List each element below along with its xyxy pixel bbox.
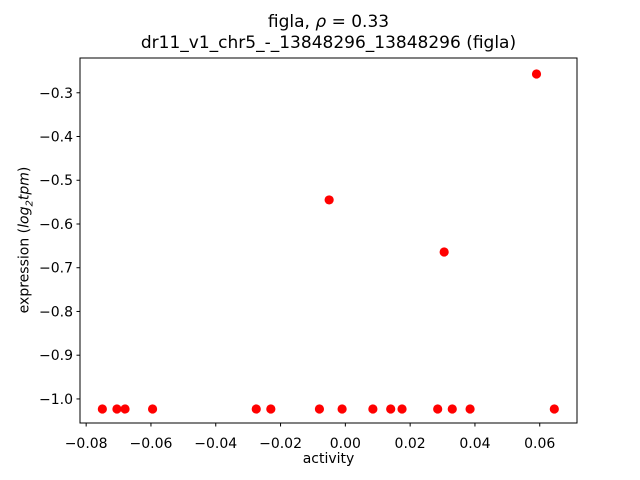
y-tick-label: −0.9 xyxy=(39,348,73,364)
x-tick-label: 0.04 xyxy=(459,436,490,452)
data-point xyxy=(531,69,542,79)
chart-title-rho: ρ xyxy=(315,12,327,32)
data-point xyxy=(447,404,457,414)
chart-subtitle: dr11_v1_chr5_-_13848296_13848296 (figla) xyxy=(140,33,517,53)
x-tick-label: 0.06 xyxy=(524,436,555,452)
x-tick-label: −0.08 xyxy=(65,436,108,452)
y-tick-label: −0.4 xyxy=(39,130,73,146)
plot-frame xyxy=(79,57,578,424)
x-tick-label: 0.00 xyxy=(330,436,361,452)
chart-title-text: figla, xyxy=(267,12,316,32)
x-tick-label: −0.02 xyxy=(259,436,302,452)
data-point xyxy=(112,404,122,414)
data-point xyxy=(97,404,107,414)
x-axis-label: activity xyxy=(302,451,355,467)
chart-title: figla, ρ = 0.33 xyxy=(80,12,577,33)
data-point xyxy=(433,404,443,414)
y-tick-label: −0.3 xyxy=(39,86,73,102)
data-point xyxy=(266,404,276,414)
y-tick-label: −0.5 xyxy=(39,173,73,189)
data-point xyxy=(549,404,559,414)
data-point xyxy=(465,404,475,414)
y-tick-label: −0.7 xyxy=(39,261,73,277)
data-point xyxy=(397,404,407,414)
chart-title-value: = 0.33 xyxy=(326,12,390,32)
data-point xyxy=(147,404,158,414)
data-point xyxy=(120,404,130,414)
x-tick-label: −0.06 xyxy=(130,436,173,452)
y-tick-label: −1.0 xyxy=(39,392,73,408)
data-point xyxy=(324,195,334,205)
data-point xyxy=(314,404,325,414)
y-tick-label: −0.6 xyxy=(39,217,73,233)
data-point xyxy=(337,404,347,414)
data-point xyxy=(368,404,378,414)
x-tick-label: 0.02 xyxy=(395,436,426,452)
y-tick-label: −0.8 xyxy=(39,304,73,320)
data-point xyxy=(386,404,396,414)
data-point xyxy=(251,404,261,414)
data-point xyxy=(439,247,449,257)
x-tick-label: −0.04 xyxy=(194,436,237,452)
